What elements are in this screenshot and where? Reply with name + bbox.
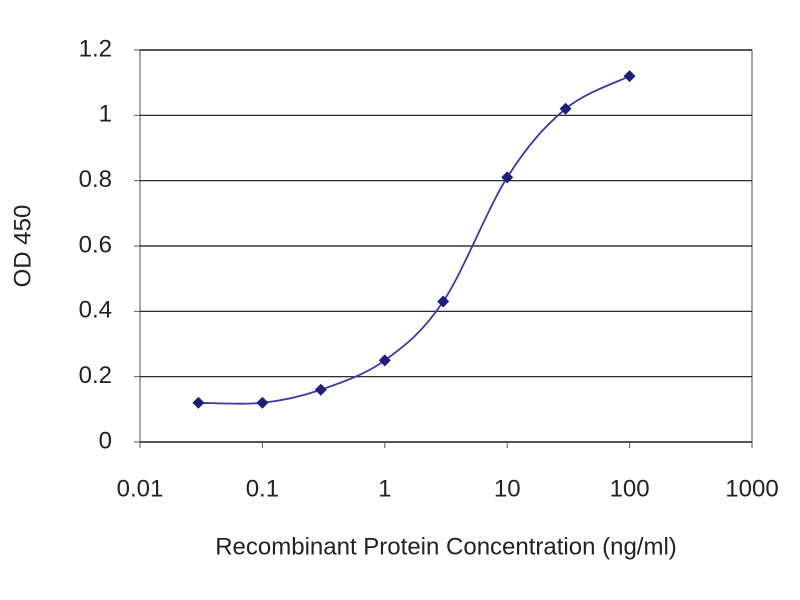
y-tick-label: 0 <box>99 427 112 454</box>
point <box>559 102 572 115</box>
point <box>623 70 636 83</box>
point <box>314 383 327 396</box>
x-tick-label: 1 <box>378 475 391 502</box>
point <box>378 354 391 367</box>
x-tick-label: 1000 <box>725 475 778 502</box>
y-tick-label: 1 <box>99 101 112 128</box>
x-tick-label: 10 <box>494 475 521 502</box>
point <box>192 396 205 409</box>
x-tick-label: 0.1 <box>246 475 279 502</box>
x-tick-label: 0.01 <box>117 475 164 502</box>
x-tick-label: 100 <box>610 475 650 502</box>
y-tick-label: 1.2 <box>79 35 112 62</box>
y-tick-label: 0.6 <box>79 231 112 258</box>
y-tick-label: 0.2 <box>79 362 112 389</box>
series-line <box>198 75 631 405</box>
y-tick-label: 0.8 <box>79 166 112 193</box>
y-axis-label: OD 450 <box>9 205 36 288</box>
point <box>501 171 514 184</box>
x-axis-label: Recombinant Protein Concentration (ng/ml… <box>215 533 677 560</box>
point <box>256 396 269 409</box>
y-tick-label: 0.4 <box>79 297 112 324</box>
point <box>437 295 450 308</box>
